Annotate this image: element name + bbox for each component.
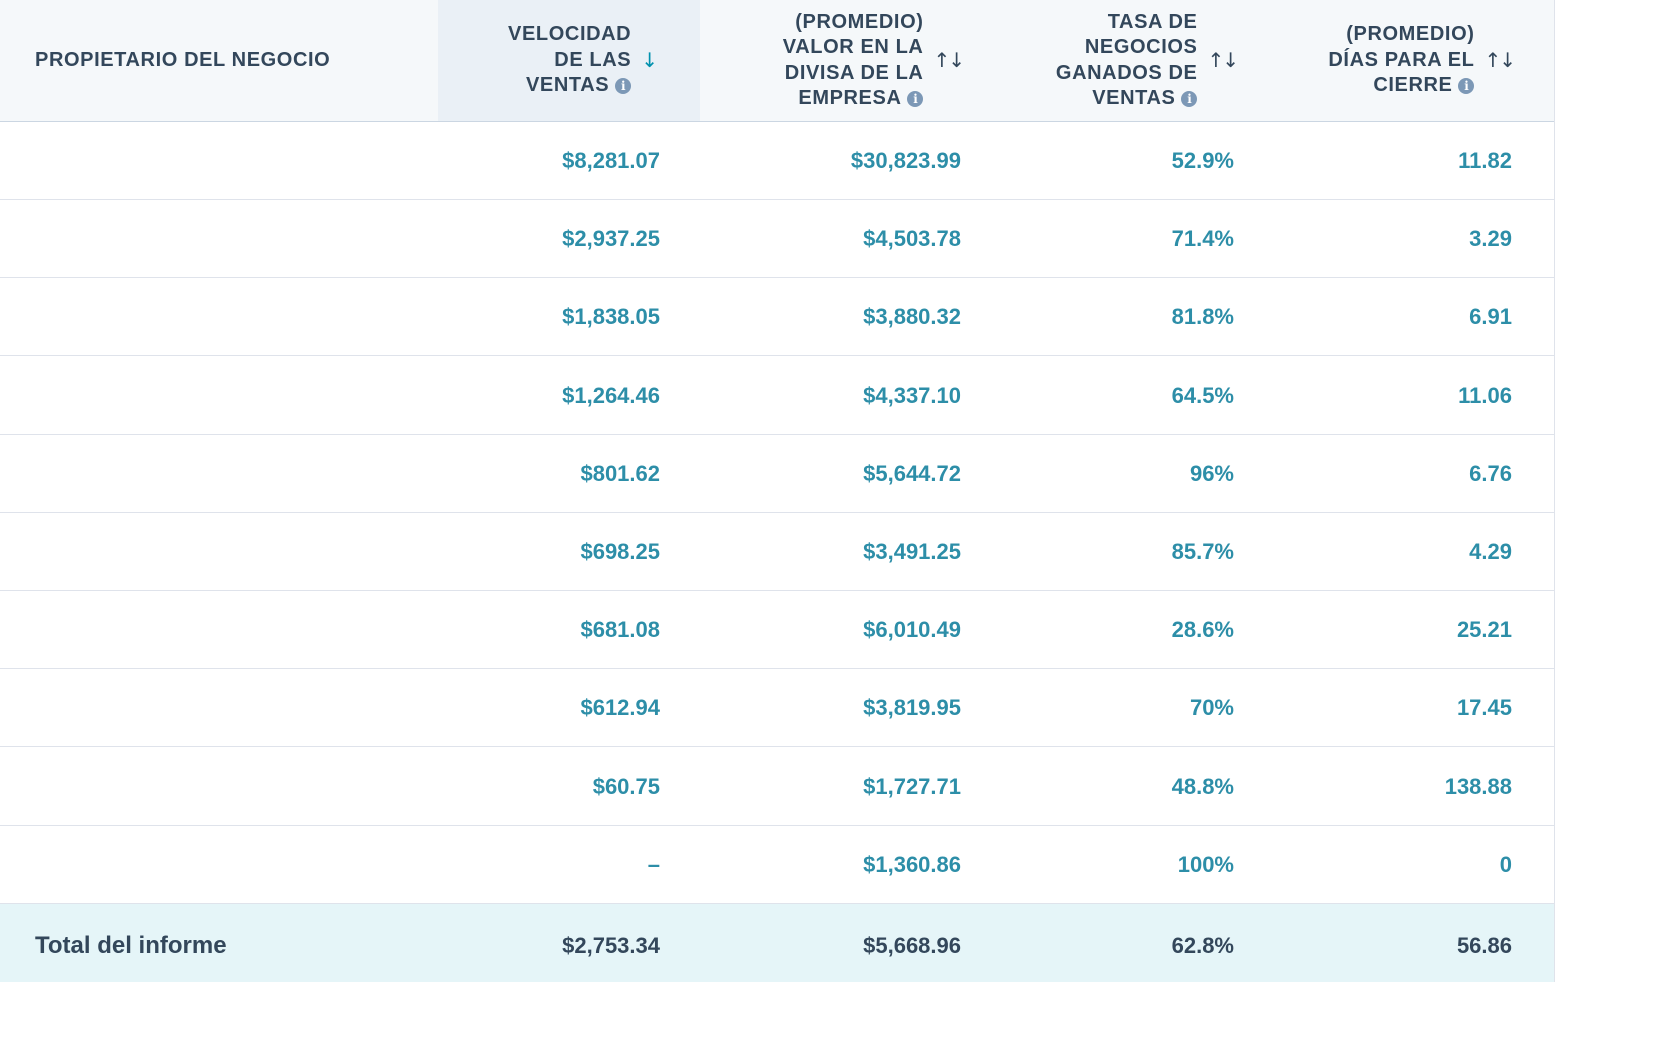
info-icon[interactable]: i — [1458, 78, 1475, 95]
avg-value-cell[interactable]: $6,010.49 — [863, 617, 961, 642]
avg-value-cell[interactable]: $30,823.99 — [850, 148, 961, 173]
table-row: $698.25 $3,491.25 85.7% 4.29 — [0, 513, 1554, 591]
win-rate-cell[interactable]: 48.8% — [1171, 774, 1234, 799]
table-row: $801.62 $5,644.72 96% 6.76 — [0, 435, 1554, 513]
column-header-owner-label: PROPIETARIO DEL NEGOCIO — [35, 48, 331, 71]
win-rate-cell[interactable]: 96% — [1189, 461, 1234, 486]
column-header-win-rate-label: TASA DE NEGOCIOS GANADOS DE VENTAS i — [1056, 10, 1198, 112]
table-row: $1,264.46 $4,337.10 64.5% 11.06 — [0, 357, 1554, 435]
avg-days-cell[interactable]: 11.06 — [1458, 383, 1512, 408]
column-header-win-rate[interactable]: TASA DE NEGOCIOS GANADOS DE VENTAS i ↑↓ — [1001, 0, 1274, 121]
avg-value-header-text: (PROMEDIO) VALOR EN LA DIVISA DE LA EMPR… — [782, 10, 924, 110]
avg-value-cell[interactable]: $1,727.71 — [863, 774, 961, 799]
win-rate-header-text: TASA DE NEGOCIOS GANADOS DE VENTAS — [1055, 10, 1198, 110]
table-row: $612.94 $3,819.95 70% 17.45 — [0, 669, 1554, 747]
column-header-owner[interactable]: PROPIETARIO DEL NEGOCIO — [0, 0, 438, 121]
table-row: $2,937.25 $4,503.78 71.4% 3.29 — [0, 200, 1554, 278]
avg-days-cell[interactable]: 6.76 — [1469, 461, 1512, 486]
table-row: $8,281.07 $30,823.99 52.9% 11.82 — [0, 122, 1554, 200]
win-rate-cell[interactable]: 71.4% — [1171, 226, 1234, 251]
column-header-sales-velocity[interactable]: VELOCIDAD DE LAS VENTAS i ↓ — [438, 0, 700, 121]
total-label: Total del informe — [35, 932, 227, 959]
avg-value-cell[interactable]: $4,503.78 — [863, 226, 961, 251]
avg-days-header-text: (PROMEDIO) DÍAS PARA EL CIERRE — [1328, 23, 1475, 97]
sales-velocity-cell[interactable]: $2,937.25 — [562, 226, 660, 251]
sales-velocity-cell[interactable]: $698.25 — [580, 539, 660, 564]
avg-value-cell[interactable]: $4,337.10 — [863, 383, 961, 408]
info-icon[interactable]: i — [1181, 91, 1198, 107]
win-rate-cell[interactable]: 28.6% — [1171, 617, 1234, 642]
table-row: – $1,360.86 100% 0 — [0, 826, 1554, 904]
sales-velocity-cell[interactable]: $801.62 — [580, 461, 660, 486]
sales-velocity-cell[interactable]: $8,281.07 — [562, 148, 660, 173]
sales-velocity-cell[interactable]: $1,264.46 — [562, 383, 660, 408]
report-table: PROPIETARIO DEL NEGOCIO VELOCIDAD DE LAS… — [0, 0, 1555, 982]
avg-value-cell[interactable]: $1,360.86 — [863, 852, 961, 877]
avg-value-cell[interactable]: $3,819.95 — [863, 695, 961, 720]
arrow-down-icon[interactable]: ↓ — [641, 47, 658, 72]
table-header: PROPIETARIO DEL NEGOCIO VELOCIDAD DE LAS… — [0, 0, 1554, 122]
info-icon[interactable]: i — [615, 78, 632, 95]
total-avg-value: $5,668.96 — [863, 933, 961, 958]
sort-up-down-icon[interactable]: ↑↓ — [933, 47, 964, 72]
total-row: Total del informe $2,753.34 $5,668.96 62… — [0, 904, 1554, 982]
win-rate-cell[interactable]: 81.8% — [1171, 304, 1234, 329]
win-rate-cell[interactable]: 85.7% — [1171, 539, 1234, 564]
column-header-avg-value[interactable]: (PROMEDIO) VALOR EN LA DIVISA DE LA EMPR… — [700, 0, 1001, 121]
table-row: $681.08 $6,010.49 28.6% 25.21 — [0, 591, 1554, 669]
avg-days-cell[interactable]: 25.21 — [1456, 617, 1512, 642]
sales-velocity-cell[interactable]: $60.75 — [592, 774, 660, 799]
win-rate-cell[interactable]: 52.9% — [1171, 148, 1234, 173]
avg-days-cell[interactable]: 4.29 — [1469, 539, 1512, 564]
column-header-avg-days-label: (PROMEDIO) DÍAS PARA EL CIERRE i — [1328, 22, 1475, 99]
sort-up-down-icon[interactable]: ↑↓ — [1207, 47, 1238, 72]
sales-velocity-cell[interactable]: $1,838.05 — [562, 304, 660, 329]
avg-value-cell[interactable]: $3,491.25 — [863, 539, 961, 564]
sales-velocity-cell[interactable]: – — [647, 852, 660, 877]
avg-days-cell[interactable]: 0 — [1499, 852, 1512, 877]
total-sales-velocity: $2,753.34 — [562, 933, 660, 958]
avg-value-cell[interactable]: $5,644.72 — [863, 461, 961, 486]
win-rate-cell[interactable]: 70% — [1189, 695, 1234, 720]
avg-days-cell[interactable]: 17.45 — [1456, 695, 1512, 720]
win-rate-cell[interactable]: 100% — [1177, 852, 1234, 877]
sales-velocity-cell[interactable]: $681.08 — [580, 617, 660, 642]
sort-up-down-icon[interactable]: ↑↓ — [1484, 47, 1515, 72]
win-rate-cell[interactable]: 64.5% — [1171, 383, 1234, 408]
sales-velocity-cell[interactable]: $612.94 — [580, 695, 660, 720]
avg-days-cell[interactable]: 138.88 — [1444, 774, 1512, 799]
avg-days-cell[interactable]: 6.91 — [1469, 304, 1512, 329]
total-win-rate: 62.8% — [1171, 933, 1234, 958]
column-header-sales-velocity-label: VELOCIDAD DE LAS VENTAS i — [508, 22, 632, 99]
table-row: $60.75 $1,727.71 48.8% 138.88 — [0, 748, 1554, 826]
info-icon[interactable]: i — [907, 91, 924, 107]
avg-value-cell[interactable]: $3,880.32 — [863, 304, 961, 329]
table-row: $1,838.05 $3,880.32 81.8% 6.91 — [0, 278, 1554, 356]
total-avg-days: 56.86 — [1456, 933, 1512, 958]
avg-days-cell[interactable]: 3.29 — [1469, 226, 1512, 251]
sales-velocity-header-text: VELOCIDAD DE LAS VENTAS — [508, 23, 632, 97]
column-header-avg-days[interactable]: (PROMEDIO) DÍAS PARA EL CIERRE i ↑↓ — [1274, 0, 1554, 121]
avg-days-cell[interactable]: 11.82 — [1458, 148, 1512, 173]
column-header-avg-value-label: (PROMEDIO) VALOR EN LA DIVISA DE LA EMPR… — [783, 10, 924, 112]
